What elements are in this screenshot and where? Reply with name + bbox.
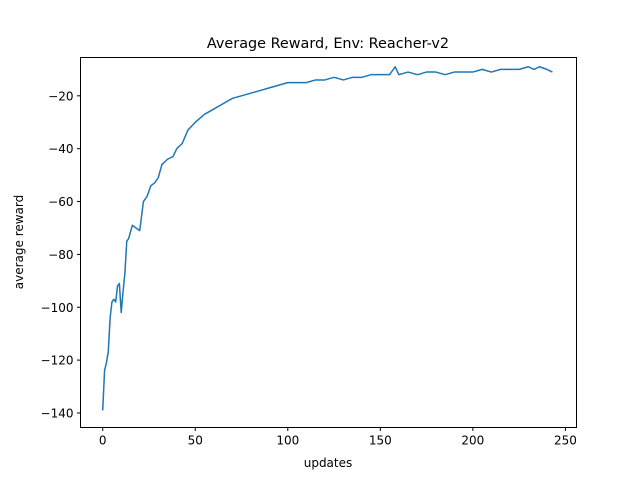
y-tick-label: −120: [41, 354, 74, 368]
x-tick-label: 0: [99, 434, 107, 448]
y-tick-label: −100: [41, 301, 74, 315]
series-line: [101, 66, 553, 411]
y-tick-label: −140: [41, 406, 74, 420]
chart-title: Average Reward, Env: Reacher-v2: [207, 36, 449, 52]
y-tick-label: −60: [48, 195, 73, 209]
x-tick-label: 200: [461, 434, 484, 448]
x-tick-label: 50: [188, 434, 203, 448]
x-tick-label: 150: [369, 434, 392, 448]
y-tick-label: −80: [48, 248, 73, 262]
axis-ticks: 0 50 100 150 200 250 −140 −120 −100 −80 −60 −40 −20: [41, 89, 577, 447]
x-tick-label: 250: [554, 434, 577, 448]
y-tick-label: −20: [48, 89, 73, 103]
plot-frame: [80, 57, 577, 428]
y-tick-label: −40: [48, 142, 73, 156]
x-tick-label: 100: [276, 434, 299, 448]
y-axis-label: average reward: [12, 195, 26, 290]
x-axis-label: updates: [304, 456, 353, 470]
